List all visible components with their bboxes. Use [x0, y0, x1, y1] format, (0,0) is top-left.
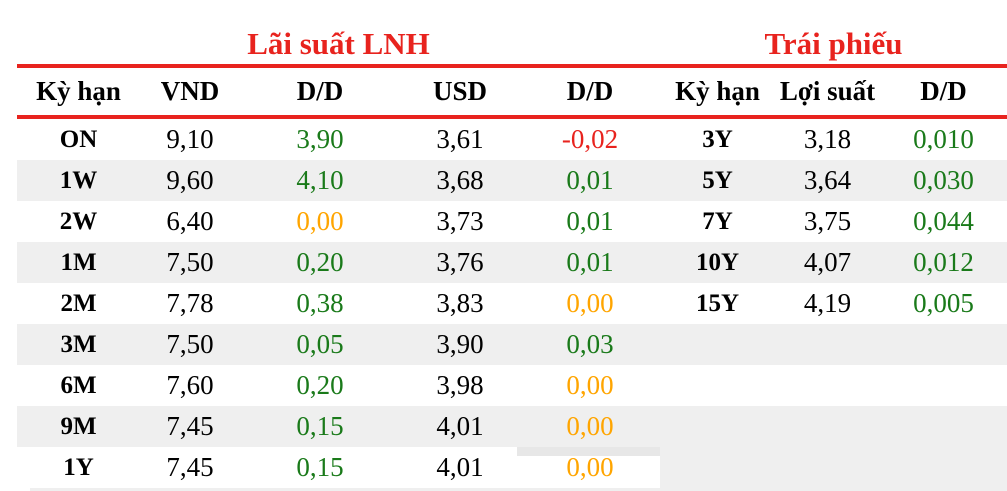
usd-cell: 3,98 — [436, 370, 484, 400]
vnd-cell: 6,40 — [166, 206, 214, 236]
bond-term-cell: 7Y — [702, 208, 733, 235]
bond-yield-cell: 4,19 — [803, 288, 852, 318]
bond-term-cell: 3Y — [702, 126, 733, 153]
vnd-cell: 9,60 — [166, 165, 214, 195]
vnd-dd-header: D/D — [296, 76, 344, 106]
vnd-dd-cell: 0,20 — [296, 370, 344, 400]
row-shading-artifact — [517, 447, 660, 456]
bond-dd-cell: 0,010 — [913, 124, 974, 154]
term-cell: ON — [59, 126, 98, 153]
table-row: 6M 7,60 0,20 3,98 0,00 — [17, 365, 1007, 406]
section-titles-row: Lãi suất LNH Trái phiếu — [17, 0, 1007, 64]
table-row: 9M 7,45 0,15 4,01 0,00 — [17, 406, 1007, 447]
table-row: ON 9,10 3,90 3,61 -0,02 3Y 3,18 0,010 — [17, 119, 1007, 160]
bond-dd-cell-empty — [880, 365, 1007, 406]
vnd-dd-cell: 0,15 — [296, 452, 344, 482]
next-row-partial-strip — [30, 488, 1007, 491]
vnd-dd-cell: 0,38 — [296, 288, 344, 318]
vnd-cell: 7,45 — [166, 452, 214, 482]
bond-yield-cell: 3,75 — [803, 206, 852, 236]
bond-yield-cell-empty — [775, 324, 880, 365]
term-cell: 2M — [60, 290, 97, 317]
usd-dd-cell: 0,01 — [566, 247, 614, 277]
bond-yield-cell-empty — [775, 447, 880, 488]
usd-dd-cell: 0,03 — [566, 329, 614, 359]
bond-term-cell: 15Y — [695, 290, 740, 317]
table-row: 1W 9,60 4,10 3,68 0,01 5Y 3,64 0,030 — [17, 160, 1007, 201]
bond-yield-cell: 4,07 — [803, 247, 852, 277]
header-top-rule — [17, 64, 1007, 68]
vnd-cell: 7,78 — [166, 288, 214, 318]
usd-cell: 3,90 — [436, 329, 484, 359]
usd-dd-cell: 0,00 — [566, 411, 614, 441]
usd-dd-cell: 0,00 — [566, 370, 614, 400]
vnd-cell: 7,50 — [166, 329, 214, 359]
lnh-term-header: Kỳ hạn — [36, 76, 121, 106]
table-row: 3M 7,50 0,05 3,90 0,03 — [17, 324, 1007, 365]
bond-dd-cell: 0,044 — [913, 206, 974, 236]
bond-term-cell-empty — [660, 447, 775, 488]
term-cell: 1M — [60, 249, 97, 276]
term-cell: 3M — [60, 331, 97, 358]
usd-header: USD — [432, 76, 487, 106]
vnd-header: VND — [160, 76, 220, 106]
bond-dd-cell: 0,030 — [913, 165, 974, 195]
bond-yield-cell: 3,18 — [803, 124, 852, 154]
vnd-cell: 7,45 — [166, 411, 214, 441]
vnd-dd-cell: 0,00 — [296, 206, 344, 236]
bond-yield-cell-empty — [775, 406, 880, 447]
usd-dd-cell: 0,01 — [566, 206, 614, 236]
rates-table: Lãi suất LNH Trái phiếu Kỳ hạn VND D/D U… — [17, 0, 1007, 488]
vnd-cell: 7,60 — [166, 370, 214, 400]
column-header-row: Kỳ hạn VND D/D USD D/D Kỳ hạn Lợi suất D… — [17, 68, 1007, 115]
bond-term-cell-empty — [660, 365, 775, 406]
vnd-dd-cell: 0,05 — [296, 329, 344, 359]
term-cell: 6M — [60, 372, 97, 399]
vnd-cell: 7,50 — [166, 247, 214, 277]
vnd-dd-cell: 0,15 — [296, 411, 344, 441]
usd-cell: 3,68 — [436, 165, 484, 195]
usd-cell: 3,73 — [436, 206, 484, 236]
bond-dd-cell-empty — [880, 447, 1007, 488]
usd-dd-cell: -0,02 — [561, 124, 619, 154]
usd-cell: 4,01 — [436, 452, 484, 482]
term-cell: 9M — [60, 413, 97, 440]
bond-yield-cell: 3,64 — [803, 165, 852, 195]
table-row: 1Y 7,45 0,15 4,01 0,00 — [17, 447, 1007, 488]
term-cell: 2W — [59, 208, 98, 235]
bond-section-title: Trái phiếu — [764, 26, 903, 61]
vnd-cell: 9,10 — [166, 124, 214, 154]
bond-dd-cell-empty — [880, 406, 1007, 447]
bond-term-cell-empty — [660, 324, 775, 365]
bond-term-cell-empty — [660, 406, 775, 447]
vnd-dd-cell: 3,90 — [296, 124, 344, 154]
usd-dd-cell: 0,01 — [566, 165, 614, 195]
usd-cell: 3,83 — [436, 288, 484, 318]
usd-cell: 3,61 — [436, 124, 484, 154]
bond-dd-cell-empty — [880, 324, 1007, 365]
term-cell: 1Y — [63, 454, 94, 481]
bond-yield-cell-empty — [775, 365, 880, 406]
table-row: 1M 7,50 0,20 3,76 0,01 10Y 4,07 0,012 — [17, 242, 1007, 283]
table-row: 2W 6,40 0,00 3,73 0,01 7Y 3,75 0,044 — [17, 201, 1007, 242]
usd-dd-cell: 0,00 — [566, 288, 614, 318]
header-bottom-rule — [17, 115, 1007, 119]
bond-dd-cell: 0,012 — [913, 247, 974, 277]
usd-cell: 3,76 — [436, 247, 484, 277]
table-row: 2M 7,78 0,38 3,83 0,00 15Y 4,19 0,005 — [17, 283, 1007, 324]
bond-dd-cell: 0,005 — [913, 288, 974, 318]
bond-term-header: Kỳ hạn — [675, 76, 760, 106]
usd-dd-cell: 0,00 — [566, 452, 614, 482]
usd-dd-header: D/D — [566, 76, 614, 106]
bond-term-cell: 5Y — [702, 167, 733, 194]
bond-yield-header: Lợi suất — [779, 76, 876, 106]
term-cell: 1W — [59, 167, 98, 194]
bond-term-cell: 10Y — [695, 249, 740, 276]
lnh-section-title: Lãi suất LNH — [247, 26, 430, 61]
vnd-dd-cell: 4,10 — [296, 165, 344, 195]
bond-dd-header: D/D — [920, 76, 967, 106]
vnd-dd-cell: 0,20 — [296, 247, 344, 277]
usd-cell: 4,01 — [436, 411, 484, 441]
